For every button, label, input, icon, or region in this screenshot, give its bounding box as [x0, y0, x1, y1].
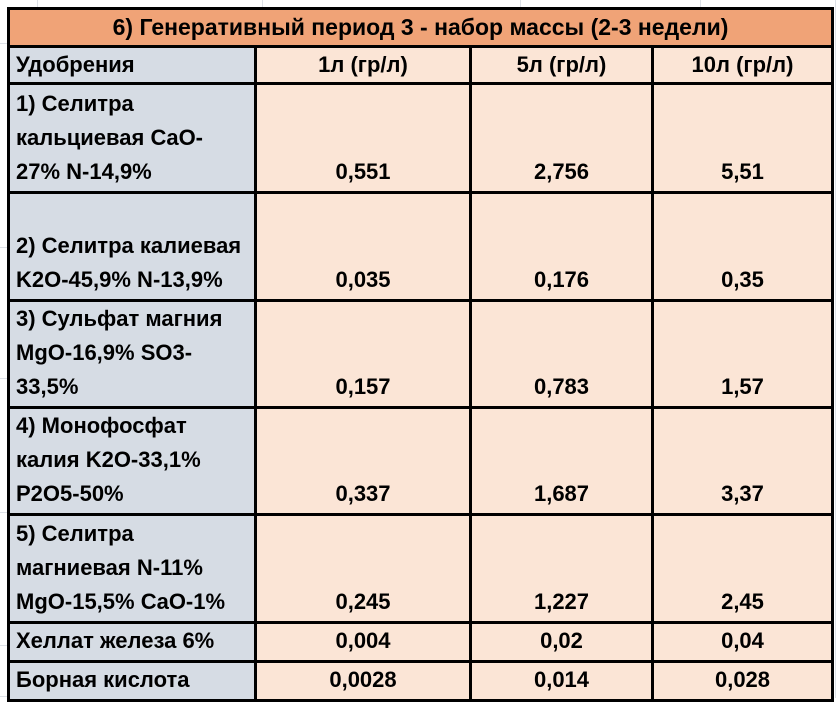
- fertilizer-label: 2) Селитра калиевая K2O-45,9% N-13,9%: [7, 191, 257, 302]
- dose-10l: 0,35: [651, 191, 834, 302]
- gridline: [835, 0, 836, 698]
- dose-5l: 0,014: [469, 660, 654, 702]
- table-row: Хеллат железа 6% 0,004 0,02 0,04: [7, 621, 834, 663]
- fertilizer-label: 3) Сульфат магния MgO-16,9% SO3- 33,5%: [7, 299, 257, 409]
- gridline: [700, 0, 701, 7]
- dose-10l: 1,57: [651, 299, 834, 409]
- table-row: 1) Селитра кальциевая CaO- 27% N-14,9% 0…: [7, 82, 834, 194]
- dose-1l: 0,337: [254, 406, 472, 516]
- dose-5l: 1,687: [469, 406, 654, 516]
- gridline: [0, 43, 7, 44]
- column-header-1l: 1л (гр/л): [254, 45, 472, 85]
- table-row: 5) Селитра магниевая N-11% MgO-15,5% CaO…: [7, 513, 834, 624]
- dose-10l: 0,028: [651, 660, 834, 702]
- gridline: [0, 512, 7, 513]
- table-row: 2) Селитра калиевая K2O-45,9% N-13,9% 0,…: [7, 191, 834, 302]
- fertilizer-label: 5) Селитра магниевая N-11% MgO-15,5% CaO…: [7, 513, 257, 624]
- dose-1l: 0,035: [254, 191, 472, 302]
- table-row: 3) Сульфат магния MgO-16,9% SO3- 33,5% 0…: [7, 299, 834, 409]
- fertilizer-label: Борная кислота: [7, 660, 257, 702]
- gridline: [0, 645, 7, 646]
- dose-5l: 2,756: [469, 82, 654, 194]
- column-header-5l: 5л (гр/л): [469, 45, 654, 85]
- dose-1l: 0,004: [254, 621, 472, 663]
- dose-5l: 1,227: [469, 513, 654, 624]
- column-header-10l: 10л (гр/л): [651, 45, 834, 85]
- gridline: [0, 378, 7, 379]
- dose-1l: 0,551: [254, 82, 472, 194]
- dose-1l: 0,245: [254, 513, 472, 624]
- gridline: [0, 247, 7, 248]
- gridline: [37, 0, 38, 7]
- dose-10l: 2,45: [651, 513, 834, 624]
- dose-10l: 0,04: [651, 621, 834, 663]
- dose-10l: 5,51: [651, 82, 834, 194]
- dose-1l: 0,0028: [254, 660, 472, 702]
- dose-5l: 0,02: [469, 621, 654, 663]
- fertilizer-label: Хеллат железа 6%: [7, 621, 257, 663]
- fertilizer-dosage-table: 6) Генеративный период 3 - набор массы (…: [7, 7, 834, 702]
- dose-1l: 0,157: [254, 299, 472, 409]
- dose-5l: 0,783: [469, 299, 654, 409]
- table-title: 6) Генеративный период 3 - набор массы (…: [7, 7, 834, 48]
- fertilizer-label: 1) Селитра кальциевая CaO- 27% N-14,9%: [7, 82, 257, 194]
- dose-10l: 3,37: [651, 406, 834, 516]
- table-row: Борная кислота 0,0028 0,014 0,028: [7, 660, 834, 702]
- table-row: 4) Монофосфат калия K2O-33,1% P2O5-50% 0…: [7, 406, 834, 516]
- gridline: [262, 0, 263, 7]
- gridline: [520, 0, 521, 7]
- dose-5l: 0,176: [469, 191, 654, 302]
- column-header-fertilizers: Удобрения: [7, 45, 257, 85]
- fertilizer-label: 4) Монофосфат калия K2O-33,1% P2O5-50%: [7, 406, 257, 516]
